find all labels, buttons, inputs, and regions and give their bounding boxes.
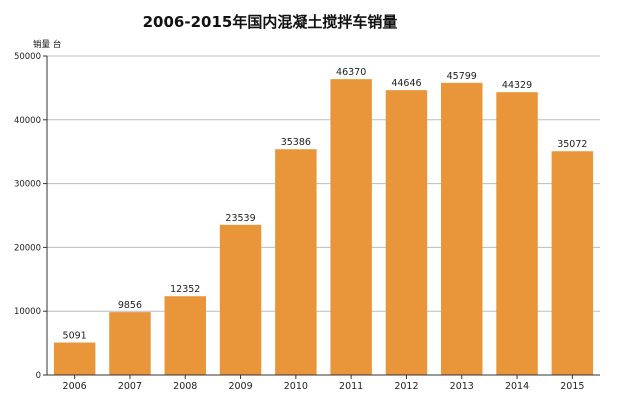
data-label-2008: 12352: [170, 284, 200, 295]
x-tick-label-2013: 2013: [450, 381, 474, 392]
data-labels: 5091 9856 12352 23539 35386 46370 44646 45799 44…: [63, 67, 588, 341]
data-label-2015: 35072: [557, 139, 587, 150]
data-label-2014: 44329: [502, 80, 532, 91]
data-label-2006: 5091: [63, 331, 87, 342]
data-label-2013: 45799: [447, 71, 477, 82]
y-tick-label-0: 0: [36, 371, 41, 381]
bar-2009: [219, 224, 262, 375]
y-tick-label-40000: 40000: [14, 116, 41, 126]
bar-2013: [441, 82, 483, 376]
x-tick-label-2009: 2009: [228, 381, 252, 392]
data-label-2012: 44646: [391, 78, 421, 89]
bar-2010: [275, 149, 317, 375]
bar-2011: [330, 79, 372, 376]
data-label-2009: 23539: [225, 213, 255, 224]
y-tick-label-30000: 30000: [14, 180, 41, 190]
y-tick-label-20000: 20000: [14, 243, 41, 253]
y-axis-unit-label: 销量 台: [33, 39, 61, 50]
data-label-2011: 46370: [336, 67, 366, 78]
x-tick-label-2007: 2007: [118, 381, 142, 392]
x-tick-label-2010: 2010: [284, 381, 308, 392]
bar-2006: [53, 342, 96, 375]
bar-2007: [109, 312, 151, 375]
chart-title: 2006-2015年国内混凝土搅拌车销量: [143, 13, 398, 31]
bar-2008: [164, 296, 206, 375]
data-label-2010: 35386: [281, 137, 311, 148]
x-tick-label-2014: 2014: [505, 381, 529, 392]
bar-2014: [496, 92, 538, 376]
x-tick-label-2011: 2011: [339, 381, 363, 392]
x-tick-label-2015: 2015: [560, 381, 584, 392]
x-tick-label-2012: 2012: [394, 381, 418, 392]
y-tick-label-50000: 50000: [14, 52, 41, 62]
axes: [46, 56, 600, 376]
bar-2012: [385, 90, 428, 376]
x-tick-label-2006: 2006: [63, 381, 87, 392]
bar-2015: [551, 151, 594, 375]
x-axis-ticks: 2006 2007 2008 2009 2010 2011 2012 2013 2014 2015: [63, 375, 584, 392]
y-axis-ticks: 0 10000 20000 30000 40000 50000: [14, 52, 47, 381]
data-label-2007: 9856: [118, 300, 142, 311]
y-tick-label-10000: 10000: [14, 307, 41, 317]
bars: [53, 79, 594, 376]
x-tick-label-2008: 2008: [173, 381, 197, 392]
